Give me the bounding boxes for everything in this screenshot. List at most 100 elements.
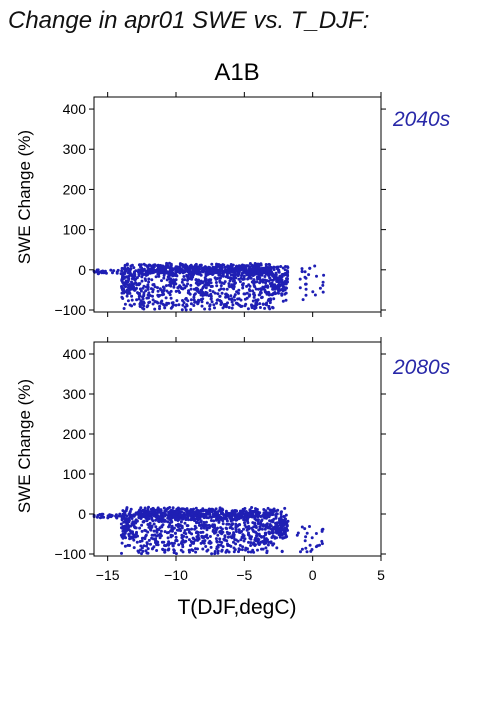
scatter-point — [217, 271, 221, 275]
scatter-point — [150, 510, 154, 514]
scatter-point — [172, 285, 176, 289]
scatter-point — [174, 269, 178, 273]
scatter-point — [258, 525, 262, 529]
scatter-point — [121, 297, 125, 300]
scatter-point — [205, 526, 209, 530]
y-tick-label: 200 — [63, 426, 87, 442]
scatter-point — [263, 537, 267, 541]
scatter-point — [195, 268, 199, 272]
scatter-point — [145, 285, 148, 289]
scatter-point — [233, 293, 237, 297]
scatter-point — [247, 515, 251, 519]
scatter-point — [296, 531, 300, 535]
scatter-point — [130, 294, 134, 298]
scatter-point — [220, 265, 224, 269]
scatter-point — [95, 268, 99, 272]
scatter-point — [239, 538, 243, 542]
scatter-point — [281, 266, 285, 270]
scatter-point — [216, 510, 220, 514]
scatter-point — [126, 275, 129, 279]
scatter-point — [162, 274, 166, 277]
scatter-point — [268, 525, 271, 529]
scatter-point — [133, 278, 137, 282]
scatter-point — [241, 271, 245, 275]
scatter-point — [123, 266, 127, 270]
y-tick-label: 100 — [63, 222, 87, 238]
scatter-point — [231, 303, 235, 307]
scatter-point — [269, 510, 273, 514]
scatter-point — [202, 523, 206, 527]
scatter-point — [171, 274, 175, 278]
scatter-point — [168, 523, 171, 527]
scatter-point — [168, 268, 172, 272]
scatter-point — [185, 517, 189, 521]
scatter-point — [178, 507, 182, 511]
scatter-point — [142, 520, 146, 524]
scatter-point — [318, 286, 322, 290]
scatter-point — [144, 263, 147, 267]
scatter-point — [278, 523, 282, 527]
scatter-point — [266, 506, 270, 510]
scatter-point — [197, 523, 201, 527]
scatter-point — [226, 271, 230, 275]
scatter-point — [197, 278, 201, 282]
scatter-point — [271, 543, 275, 547]
scatter-point — [132, 286, 136, 290]
scatter-point — [224, 550, 228, 554]
scatter-point — [187, 538, 191, 542]
scatter-point — [238, 268, 242, 272]
scatter-point — [245, 284, 249, 288]
scatter-point — [220, 269, 224, 273]
scatter-point — [219, 284, 223, 288]
scatter-point — [253, 293, 257, 297]
scatter-point — [192, 540, 196, 544]
scatter-point — [152, 270, 156, 274]
scatter-point — [219, 287, 223, 291]
scatter-point — [212, 303, 216, 307]
scatter-point — [155, 549, 159, 552]
scatter-point — [139, 301, 143, 305]
scatter-point — [267, 304, 271, 308]
scatter-point — [140, 515, 143, 519]
scatter-point — [168, 542, 171, 546]
scatter-point — [154, 525, 158, 529]
scatter-point — [268, 263, 272, 267]
scatter-point — [260, 527, 264, 531]
scatter-point — [283, 268, 287, 272]
scatter-point — [124, 290, 128, 294]
scatter-point — [210, 284, 214, 288]
scatter-point — [181, 538, 185, 542]
scatter-point — [314, 545, 318, 549]
scatter-point — [140, 267, 144, 271]
scatter-point — [159, 513, 163, 516]
scatter-point — [189, 308, 193, 312]
scatter-point — [140, 523, 144, 527]
scatter-point — [216, 533, 220, 537]
scatter-point — [232, 535, 236, 539]
scatter-point — [137, 295, 141, 298]
scatter-point — [185, 508, 189, 512]
scatter-point — [151, 298, 155, 302]
scatter-point — [180, 280, 184, 284]
scatter-point — [164, 303, 168, 307]
scatter-point — [215, 516, 219, 520]
scatter-point — [228, 516, 232, 520]
scatter-point — [150, 278, 154, 282]
scatter-point — [295, 533, 299, 537]
scatter-point — [236, 539, 240, 543]
scatter-point — [120, 551, 123, 555]
y-axis-label: SWE Change (%) — [15, 379, 34, 513]
scatter-point — [167, 548, 171, 552]
scatter-point — [135, 540, 139, 544]
x-tick-label: −10 — [164, 567, 188, 583]
scatter-point — [231, 527, 234, 531]
scatter-point — [121, 288, 125, 292]
scatter-point — [261, 540, 265, 543]
scatter-point — [178, 513, 182, 517]
scatter-point — [172, 541, 176, 545]
scatter-point — [149, 542, 152, 546]
scatter-point — [234, 524, 238, 528]
scatter-point — [168, 506, 172, 509]
scatter-point — [140, 279, 144, 283]
scatter-point — [304, 293, 308, 297]
